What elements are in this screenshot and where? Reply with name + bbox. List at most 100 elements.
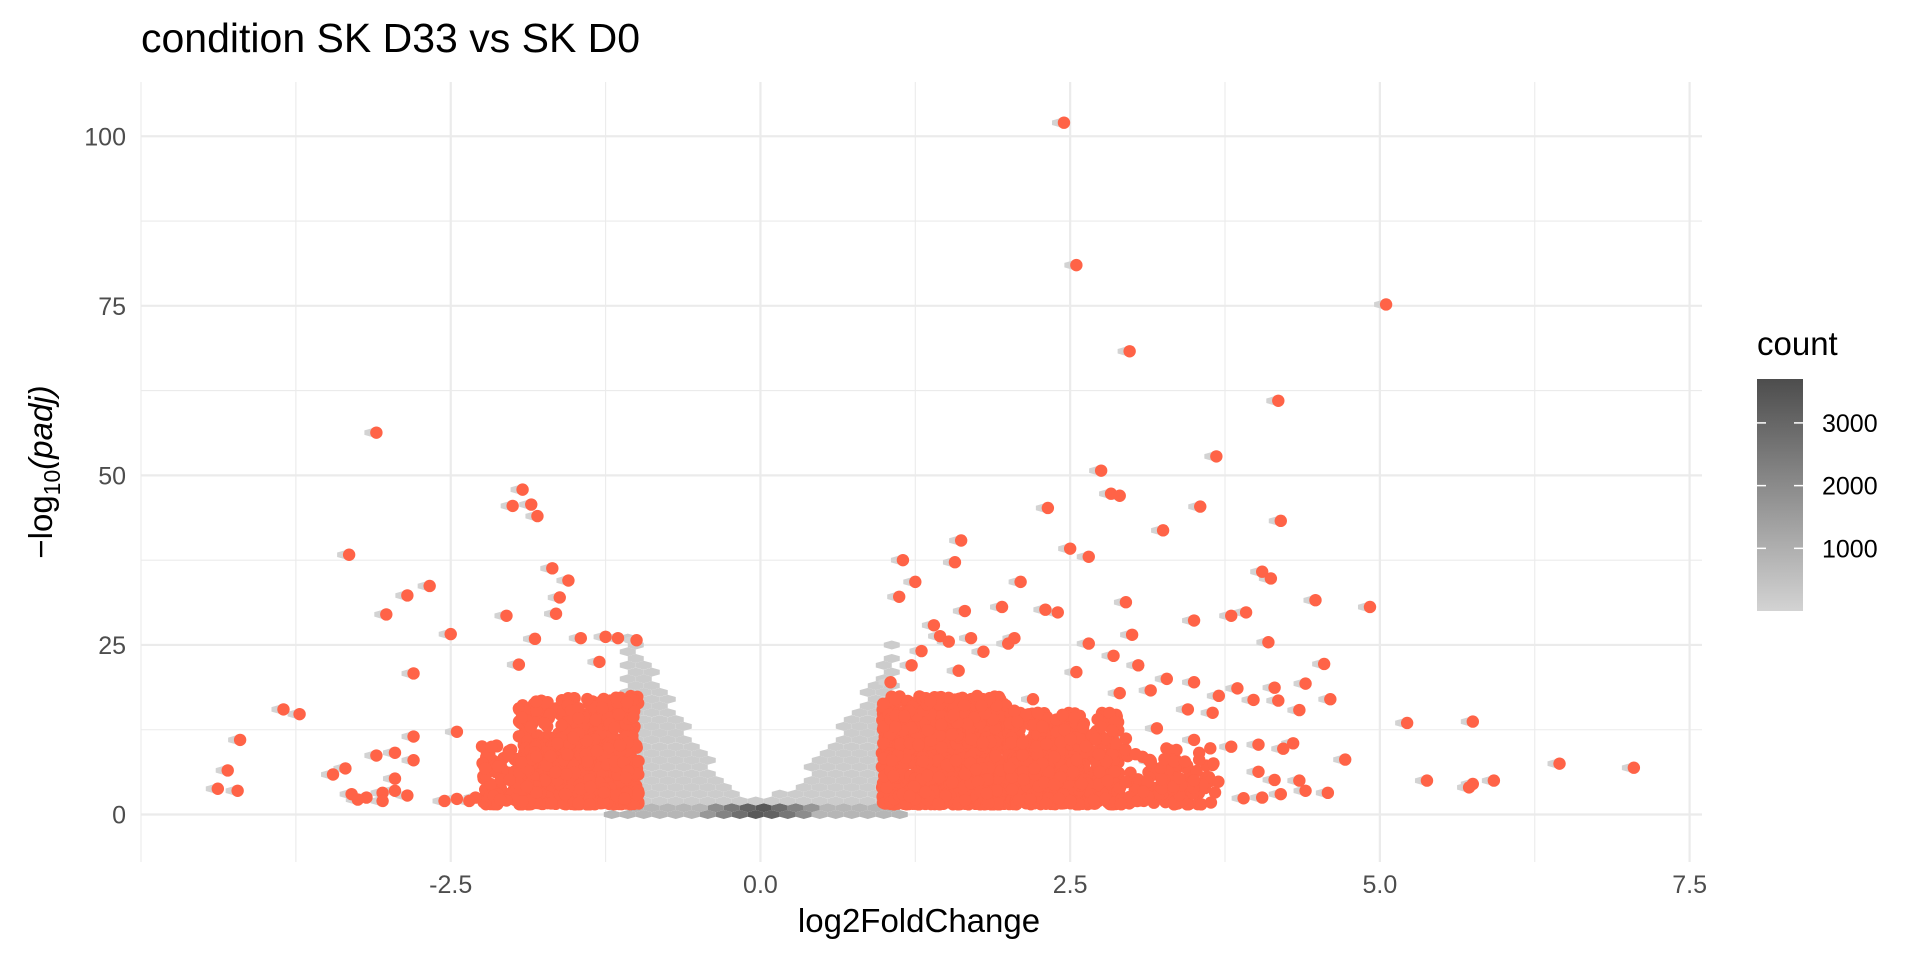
- hexbin-cell: [659, 708, 676, 718]
- gene-point: [516, 795, 529, 808]
- gene-point: [990, 784, 1004, 797]
- gene-point: [494, 793, 507, 806]
- gene-point: [1119, 776, 1132, 789]
- legend: count 1000 2000 3000: [1757, 325, 1878, 611]
- gene-point: [1231, 682, 1244, 695]
- hexbin-cell: [787, 803, 804, 813]
- gene-point: [549, 607, 563, 620]
- gene-point: [561, 748, 574, 761]
- gene-point: [618, 792, 631, 805]
- gene-point: [567, 731, 580, 745]
- hexbin-cell: [683, 810, 700, 820]
- gene-point: [976, 736, 990, 749]
- hexbin-cell: [675, 776, 692, 786]
- gene-point: [1132, 659, 1145, 672]
- gene-point: [326, 768, 340, 781]
- gene-point: [1047, 778, 1061, 792]
- gene-point: [1262, 636, 1275, 649]
- gene-point: [1129, 748, 1142, 761]
- hexbin-cell: [635, 728, 652, 738]
- gene-point: [960, 717, 974, 731]
- gene-point: [572, 711, 585, 725]
- hexbin-cell: [707, 789, 724, 799]
- significant-points-layer: [211, 116, 1641, 811]
- gene-point: [1041, 501, 1055, 515]
- gene-point: [957, 699, 971, 712]
- gene-point: [1087, 794, 1101, 807]
- gene-point: [1277, 742, 1290, 755]
- hexbin-cell: [659, 748, 676, 758]
- gene-point: [924, 695, 937, 708]
- gene-point: [1125, 628, 1139, 641]
- hexbin-cell: [643, 789, 660, 799]
- gene-point: [1225, 609, 1238, 622]
- hexbin-cell: [891, 810, 908, 820]
- gene-point: [407, 730, 420, 743]
- gene-point: [1137, 785, 1150, 798]
- hexbin-cell: [667, 782, 684, 792]
- gene-point: [1016, 736, 1029, 750]
- gene-point: [555, 718, 568, 732]
- hexbin-cell: [659, 735, 676, 745]
- gene-point: [549, 765, 562, 779]
- gene-point: [1274, 514, 1287, 528]
- gene-point: [1309, 593, 1322, 607]
- y-axis-ticks: 0 25 50 75 100: [84, 123, 126, 829]
- gene-point: [898, 709, 911, 723]
- hexbin-cell: [859, 782, 876, 792]
- gene-point: [1144, 684, 1157, 697]
- gene-point: [627, 710, 640, 724]
- gene-point: [1039, 603, 1052, 616]
- gene-point: [221, 764, 234, 777]
- gene-point: [530, 786, 543, 799]
- gene-point: [1212, 775, 1225, 788]
- gene-point: [1293, 703, 1306, 717]
- hexbin-cell: [859, 728, 876, 738]
- gene-point: [1103, 706, 1116, 720]
- gene-point: [1252, 738, 1265, 751]
- gene-point: [1272, 694, 1285, 707]
- gene-point: [1082, 637, 1095, 650]
- gene-point: [632, 754, 645, 768]
- gene-point: [630, 788, 644, 801]
- y-tick-label: 25: [98, 632, 126, 660]
- y-tick-label: 0: [112, 802, 126, 830]
- hexbin-cell: [827, 782, 844, 792]
- y-axis-title-prefix: −log: [22, 495, 59, 558]
- gene-point: [401, 789, 414, 802]
- gene-point: [1070, 665, 1083, 679]
- gene-point: [1487, 774, 1501, 787]
- gene-point: [1058, 723, 1071, 737]
- hexbin-cell: [883, 667, 900, 677]
- gene-point: [1170, 743, 1183, 757]
- gene-point: [1089, 733, 1102, 746]
- hexbin-cell: [875, 810, 892, 820]
- x-tick-label: -2.5: [429, 871, 472, 899]
- hexbin-cell: [643, 748, 660, 758]
- hexbin-cell: [843, 728, 860, 738]
- hexbin-cell: [843, 769, 860, 779]
- hexbin-cell: [699, 755, 716, 765]
- gene-point: [370, 749, 383, 762]
- gene-point: [1141, 775, 1154, 789]
- gene-point: [546, 562, 559, 575]
- gene-point: [1400, 716, 1414, 730]
- hexbin-cell: [859, 769, 876, 779]
- gene-point: [1204, 796, 1218, 809]
- gene-point: [1119, 743, 1132, 756]
- gene-point: [388, 784, 402, 797]
- hexbin-cell: [659, 721, 676, 731]
- legend-tick-label: 1000: [1822, 535, 1878, 563]
- gene-point: [537, 716, 551, 730]
- gene-point: [1247, 693, 1260, 707]
- gene-point: [1108, 765, 1121, 778]
- gene-point: [958, 708, 972, 721]
- hexbin-cell: [819, 762, 836, 772]
- hexbin-cell: [731, 810, 748, 820]
- gene-point: [574, 782, 587, 796]
- gene-point: [919, 785, 932, 799]
- hexbin-cell: [795, 782, 812, 792]
- gene-point: [620, 696, 634, 709]
- gene-point: [1195, 798, 1208, 811]
- hexbin-cell: [627, 681, 644, 691]
